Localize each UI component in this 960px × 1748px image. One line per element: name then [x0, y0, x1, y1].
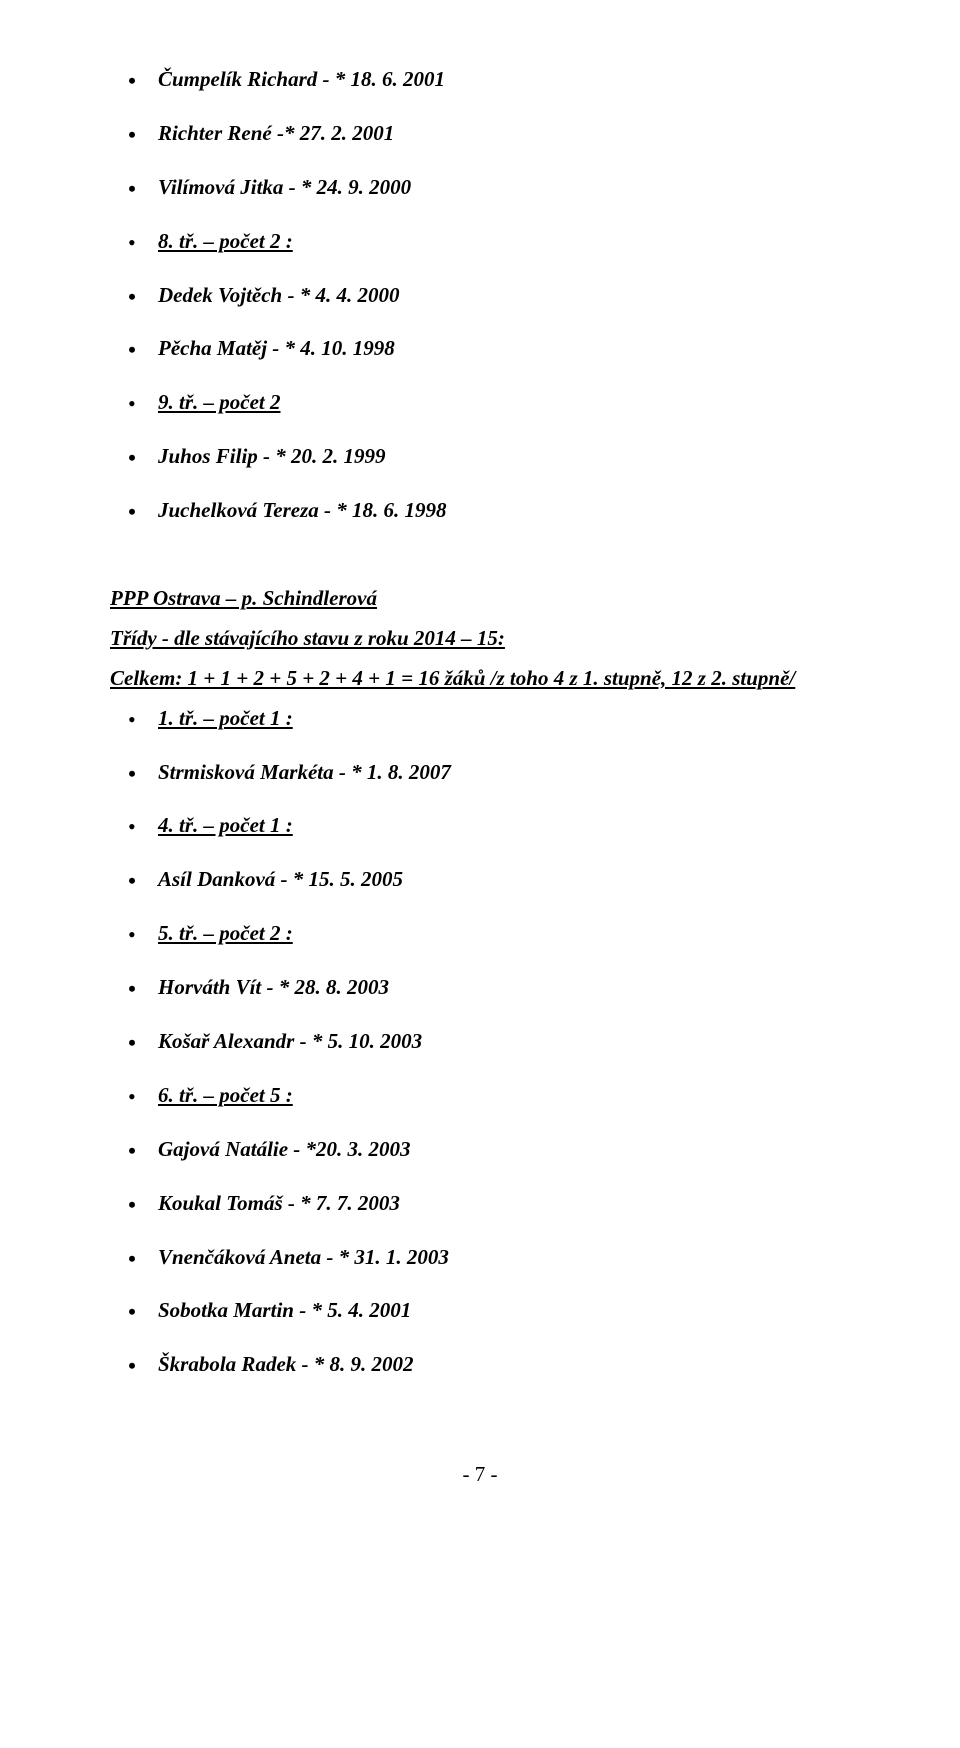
class-4-heading: 4. tř. – počet 1 :: [158, 813, 293, 837]
top-list: Čumpelík Richard - * 18. 6. 2001 Richter…: [110, 60, 850, 531]
class-header: 9. tř. – počet 2: [110, 383, 850, 423]
celkem-heading: Celkem: 1 + 1 + 2 + 5 + 2 + 4 + 1 = 16 ž…: [110, 659, 850, 699]
list-item: Vilímová Jitka - * 24. 9. 2000: [110, 168, 850, 208]
class-header: 1. tř. – počet 1 :: [110, 699, 850, 739]
list-item: Koukal Tomáš - * 7. 7. 2003: [110, 1184, 850, 1224]
list-item: Richter René -* 27. 2. 2001: [110, 114, 850, 154]
list-item: Škrabola Radek - * 8. 9. 2002: [110, 1345, 850, 1385]
class-6-heading: 6. tř. – počet 5 :: [158, 1083, 293, 1107]
list-item: Juchelková Tereza - * 18. 6. 1998: [110, 491, 850, 531]
list-item: Juhos Filip - * 20. 2. 1999: [110, 437, 850, 477]
list-item: Čumpelík Richard - * 18. 6. 2001: [110, 60, 850, 100]
class-1-heading: 1. tř. – počet 1 :: [158, 706, 293, 730]
list-item: Košař Alexandr - * 5. 10. 2003: [110, 1022, 850, 1062]
section-list: 1. tř. – počet 1 : Strmisková Markéta - …: [110, 699, 850, 1386]
list-item: Vnenčáková Aneta - * 31. 1. 2003: [110, 1238, 850, 1278]
list-item: Pěcha Matěj - * 4. 10. 1998: [110, 329, 850, 369]
list-item: Sobotka Martin - * 5. 4. 2001: [110, 1291, 850, 1331]
class-header: 6. tř. – počet 5 :: [110, 1076, 850, 1116]
list-item: Asíl Danková - * 15. 5. 2005: [110, 860, 850, 900]
list-item: Dedek Vojtěch - * 4. 4. 2000: [110, 276, 850, 316]
class-header: 5. tř. – počet 2 :: [110, 914, 850, 954]
page-number: - 7 -: [110, 1455, 850, 1495]
tridy-heading: Třídy - dle stávajícího stavu z roku 201…: [110, 619, 850, 659]
class-header: 8. tř. – počet 2 :: [110, 222, 850, 262]
list-item: Gajová Natálie - *20. 3. 2003: [110, 1130, 850, 1170]
class-8-heading: 8. tř. – počet 2 :: [158, 229, 293, 253]
list-item: Strmisková Markéta - * 1. 8. 2007: [110, 753, 850, 793]
class-header: 4. tř. – počet 1 :: [110, 806, 850, 846]
list-item: Horváth Vít - * 28. 8. 2003: [110, 968, 850, 1008]
ppp-heading: PPP Ostrava – p. Schindlerová: [110, 579, 850, 619]
class-9-heading: 9. tř. – počet 2: [158, 390, 280, 414]
class-5-heading: 5. tř. – počet 2 :: [158, 921, 293, 945]
